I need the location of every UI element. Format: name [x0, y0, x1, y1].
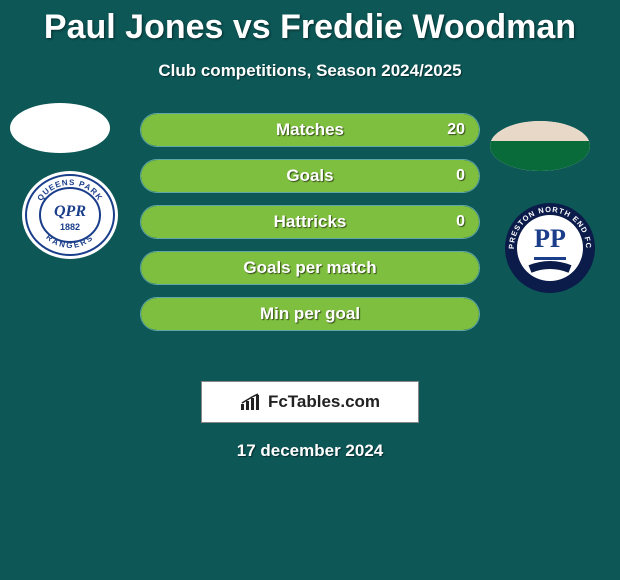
stat-label: Min per goal [141, 298, 479, 330]
stat-bar: Goals 0 [140, 159, 480, 193]
avatar-image-right [490, 121, 590, 171]
stat-bars: Matches 20 Goals 0 Hattricks 0 Goals per… [140, 113, 480, 343]
svg-text:QPR: QPR [54, 203, 86, 220]
svg-text:PP: PP [534, 224, 566, 253]
stat-value-right: 0 [456, 160, 465, 192]
stat-value-right: 20 [447, 114, 465, 146]
chart-icon [240, 393, 262, 411]
svg-text:1882: 1882 [60, 222, 80, 232]
stat-bar: Matches 20 [140, 113, 480, 147]
comparison-stage: QUEENS PARK RANGERS QPR 1882 PRESTON NOR… [0, 113, 620, 373]
stat-label: Goals per match [141, 252, 479, 284]
club-badge-left: QUEENS PARK RANGERS QPR 1882 [20, 168, 120, 263]
branding-text: FcTables.com [268, 392, 380, 412]
player-avatar-left [10, 103, 110, 153]
stat-label: Hattricks [141, 206, 479, 238]
stat-bar: Hattricks 0 [140, 205, 480, 239]
stat-label: Goals [141, 160, 479, 192]
stat-label: Matches [141, 114, 479, 146]
branding-box: FcTables.com [201, 381, 419, 423]
player-avatar-right [490, 121, 590, 171]
club-badge-right: PRESTON NORTH END FC PP [500, 203, 600, 298]
subtitle: Club competitions, Season 2024/2025 [0, 61, 620, 81]
stat-bar: Min per goal [140, 297, 480, 331]
stat-bar: Goals per match [140, 251, 480, 285]
stat-value-right: 0 [456, 206, 465, 238]
date-line: 17 december 2024 [0, 441, 620, 461]
page-title: Paul Jones vs Freddie Woodman [0, 0, 620, 47]
